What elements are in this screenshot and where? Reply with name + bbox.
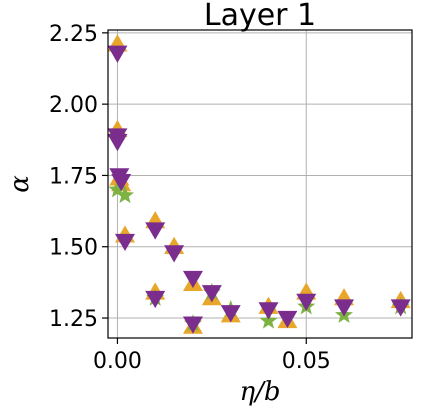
data-point bbox=[145, 222, 166, 240]
axis-ticks: 0.00 0.05 1.25 1.50 1.75 2.00 2.25 bbox=[49, 22, 331, 374]
data-point bbox=[115, 185, 135, 204]
series-star bbox=[108, 180, 410, 332]
data-point bbox=[259, 311, 278, 329]
data-point bbox=[220, 305, 241, 323]
y-tick-label: 2.00 bbox=[49, 93, 98, 118]
y-axis-label: α bbox=[5, 175, 35, 193]
data-point bbox=[334, 299, 355, 317]
data-point bbox=[182, 316, 203, 334]
data-point bbox=[107, 45, 128, 63]
chart-title: Layer 1 bbox=[204, 0, 316, 33]
y-tick-label: 1.25 bbox=[49, 307, 98, 332]
data-point bbox=[296, 293, 317, 311]
data-point bbox=[164, 245, 185, 263]
data-point bbox=[201, 285, 222, 303]
y-tick-label: 2.25 bbox=[49, 22, 98, 47]
data-point bbox=[258, 302, 279, 320]
data-point bbox=[107, 134, 128, 152]
data-point bbox=[114, 233, 135, 252]
data-point bbox=[145, 290, 166, 309]
x-axis-label: η/b bbox=[240, 377, 281, 407]
data-point bbox=[277, 310, 298, 329]
series-triangle-up bbox=[107, 34, 411, 334]
data-point bbox=[108, 180, 127, 198]
data-point bbox=[182, 270, 203, 289]
data-point bbox=[390, 299, 411, 317]
data-point bbox=[111, 173, 132, 192]
x-tick-label: 0.05 bbox=[282, 349, 331, 374]
x-tick-label: 0.00 bbox=[93, 349, 142, 374]
y-tick-label: 1.75 bbox=[49, 164, 98, 189]
series-triangle-down bbox=[107, 45, 411, 334]
data-marks bbox=[107, 34, 411, 334]
plot-frame bbox=[107, 29, 413, 339]
y-tick-label: 1.50 bbox=[49, 236, 98, 261]
